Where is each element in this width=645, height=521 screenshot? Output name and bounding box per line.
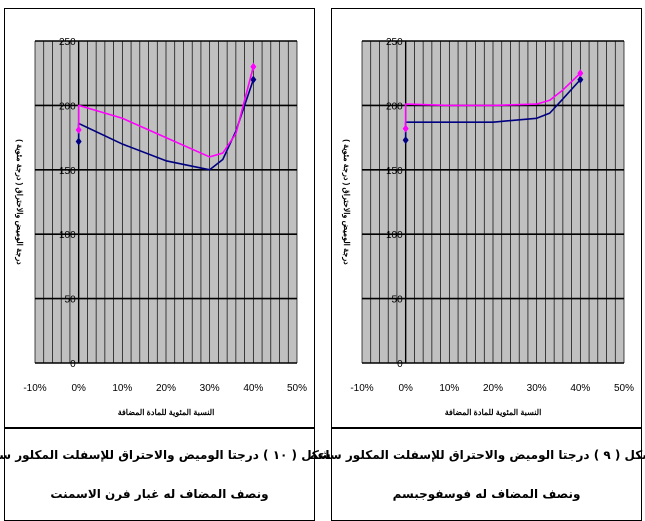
x-tick-label: 0% — [398, 383, 413, 394]
x-tick-label: 20% — [483, 383, 503, 394]
y-tick-label: 0 — [70, 359, 76, 370]
x-tick-label: 40% — [243, 383, 263, 394]
x-tick-label: 30% — [200, 383, 220, 394]
caption-line-1: الشكل ( ١٠ ) درجتا الوميض والاحتراق للإس… — [0, 447, 340, 462]
y-tick-label: 200 — [59, 101, 76, 112]
series-marker-blue — [250, 75, 257, 84]
caption-line-2: ونصف المضاف له فوسفوجبسم — [392, 487, 581, 502]
caption-line-2: ونصف المضاف له غبار فرن الاسمنت — [50, 487, 269, 502]
y-tick-label: 100 — [386, 230, 403, 241]
y-tick-label: 250 — [386, 37, 403, 48]
y-tick-label: 50 — [392, 295, 404, 306]
chart-panel-figure-10: 0 50 100 150 200 250 -10% 0% 10% 20% 30% 40% 50% النس… — [4, 8, 315, 428]
x-tick-label: -10% — [23, 383, 46, 394]
caption-figure-10: الشكل ( ١٠ ) درجتا الوميض والاحتراق للإس… — [0, 428, 340, 521]
x-tick-label: 30% — [527, 383, 547, 394]
chart-panel-figure-9: 0 50 100 150 200 250 -10% 0% 10% 20% 30% 40% 50% النس… — [331, 8, 642, 428]
x-tick-label: 50% — [287, 383, 307, 394]
y-tick-label: 50 — [65, 295, 77, 306]
y-axis-title: درجة الوميض والاحتراق ( درجة مئوية ) — [341, 139, 351, 265]
y-tick-label: 150 — [59, 166, 76, 177]
series-marker-pink — [402, 124, 409, 133]
series-marker-pink — [577, 69, 584, 78]
y-tick-label: 150 — [386, 166, 403, 177]
x-tick-label: -10% — [350, 383, 373, 394]
series-marker-pink — [75, 125, 82, 134]
chart-figure-9: 0 50 100 150 200 250 -10% 0% 10% 20% 30% 40% 50% النس… — [341, 37, 634, 418]
caption-figure-9: الشكل ( ٩ ) درجتا الوميض والاحتراق للإسف… — [310, 428, 645, 521]
x-tick-label: 10% — [112, 383, 132, 394]
series-marker-blue — [577, 75, 584, 84]
x-axis-title: النسبة المئوية للمادة المضافة — [118, 408, 215, 418]
series-line-blue — [404, 79, 581, 141]
series-marker-blue — [75, 137, 82, 146]
x-axis-title: النسبة المئوية للمادة المضافة — [445, 408, 542, 418]
y-tick-label: 200 — [386, 101, 403, 112]
y-axis-title: درجة الوميض والاحتراق ( درجة مئوية ) — [14, 139, 24, 265]
caption-line-1: الشكل ( ٩ ) درجتا الوميض والاحتراق للإسف… — [309, 447, 645, 462]
series-line-pink — [77, 66, 255, 158]
x-tick-label: 10% — [439, 383, 459, 394]
x-tick-label: 40% — [570, 383, 590, 394]
y-tick-label: 250 — [59, 37, 76, 48]
series-line-pink — [404, 72, 581, 129]
series-marker-blue — [402, 136, 409, 145]
y-tick-label: 0 — [397, 359, 403, 370]
y-tick-label: 100 — [59, 230, 76, 241]
x-tick-label: 50% — [614, 383, 634, 394]
chart-figure-10: 0 50 100 150 200 250 -10% 0% 10% 20% 30% 40% 50% النس… — [14, 37, 307, 418]
x-tick-label: 20% — [156, 383, 176, 394]
x-tick-label: 0% — [71, 383, 86, 394]
